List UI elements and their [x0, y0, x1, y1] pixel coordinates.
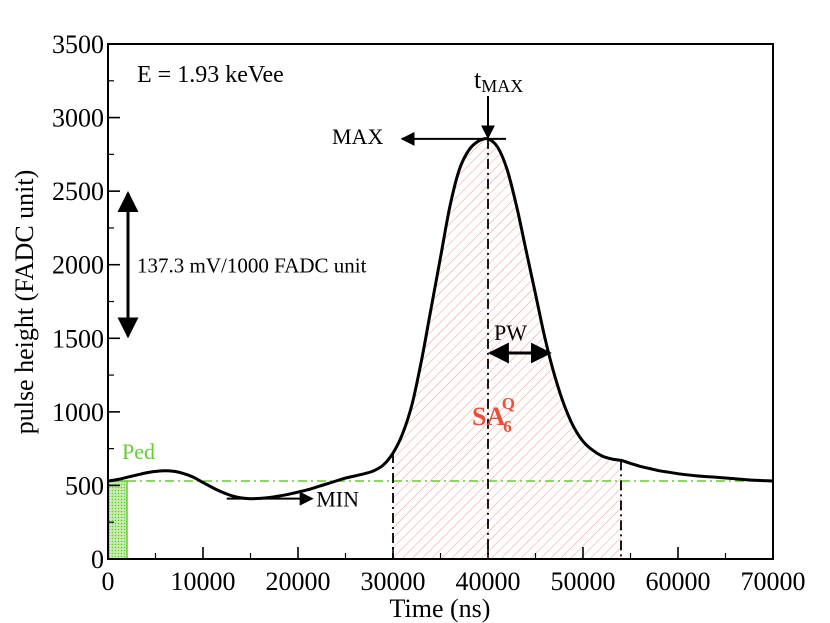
y-tick-label: 0: [91, 545, 104, 574]
max-label: MAX: [332, 124, 383, 149]
pedestal-label: Ped: [122, 439, 155, 464]
x-tick-label: 30000: [361, 567, 426, 596]
pedestal-box: [107, 480, 128, 560]
energy-label: E = 1.93 keVee: [137, 62, 284, 88]
y-tick-label: 2500: [52, 177, 104, 206]
integration-label-main: SA: [472, 402, 505, 431]
x-tick-label: 10000: [171, 567, 236, 596]
y-tick-label: 3000: [52, 104, 104, 133]
pw-label: PW: [494, 320, 527, 345]
x-tick-label: 20000: [266, 567, 331, 596]
y-tick-label: 2000: [52, 251, 104, 280]
x-axis-label: Time (ns): [390, 594, 491, 623]
pulse-line: [107, 137, 774, 501]
tmax-label-main: t: [474, 65, 482, 94]
x-tick-label: 50000: [551, 567, 616, 596]
y-tick-label: 1500: [52, 324, 104, 353]
integration-label-sub: 6: [503, 417, 512, 436]
y-axis-label: pulse height (FADC unit): [10, 170, 39, 435]
x-tick-label: 0: [102, 567, 115, 596]
x-tick-label: 40000: [456, 567, 521, 596]
y-tick-label: 500: [65, 471, 104, 500]
integration-window-hatch: [393, 138, 621, 559]
min-label: MIN: [316, 487, 359, 512]
y-tick-label: 1000: [52, 398, 104, 427]
y-tick-label: 3500: [52, 30, 104, 59]
tmax-label-sub: MAX: [481, 76, 523, 96]
tmax-label: tMAX: [474, 65, 523, 96]
integration-label-sup: Q: [502, 394, 515, 413]
scale-label: 137.3 mV/1000 FADC unit: [137, 254, 367, 278]
x-tick-label: 70000: [741, 567, 806, 596]
integration-label: SA6 Q: [472, 394, 515, 436]
x-tick-label: 60000: [646, 567, 711, 596]
